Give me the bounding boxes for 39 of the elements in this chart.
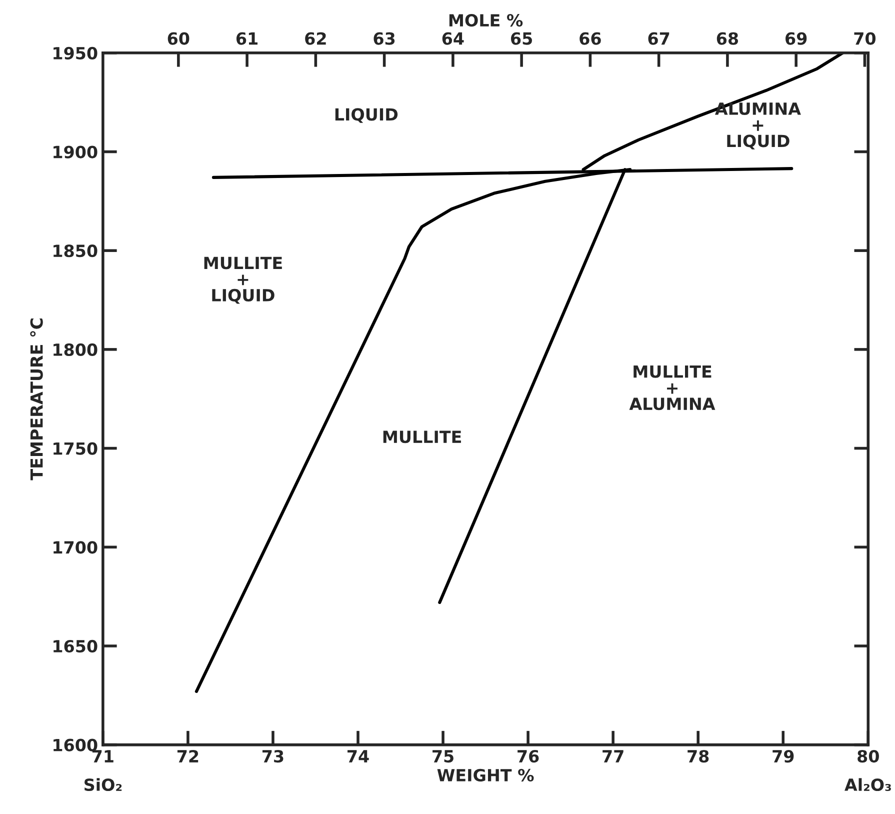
- x-tick-label: 75: [432, 750, 454, 763]
- x2-tick-label: 66: [580, 32, 601, 45]
- x-tick-label: 79: [772, 750, 794, 763]
- x-tick-label: 76: [518, 750, 539, 763]
- text: SiO₂: [84, 778, 122, 792]
- annotation: MULLITE: [383, 430, 461, 444]
- y-tick-label: 1950: [54, 46, 98, 60]
- x2-tick-label: 65: [511, 32, 532, 45]
- x2-tick-label: 70: [854, 32, 876, 45]
- annotation: MULLITE + ALUMINA: [629, 365, 716, 410]
- x-tick-label: 80: [858, 750, 879, 763]
- y-axis-title: TEMPERATURE °C: [30, 318, 43, 480]
- y-tick-label: 1650: [54, 640, 98, 653]
- x2-tick-label: 63: [374, 32, 395, 45]
- y-tick-label: 1600: [54, 738, 98, 752]
- y-tick-label: 1800: [54, 343, 98, 356]
- x2-axis-title: MOLE %: [449, 14, 523, 27]
- x2-tick-label: 68: [716, 32, 738, 45]
- x-tick-label: 77: [602, 750, 624, 762]
- annotation: ALUMINA + LIQUID: [715, 102, 801, 150]
- x-axis-title: WEIGHT %: [437, 768, 534, 782]
- x-tick-label: 78: [688, 750, 709, 763]
- x2-tick-label: 62: [305, 32, 326, 45]
- x-tick-label: 74: [348, 750, 369, 762]
- y-tick-label: 1750: [54, 442, 98, 455]
- y-tick-label: 1850: [54, 244, 98, 258]
- x2-tick-label: 60: [168, 32, 190, 45]
- x-tick-label: 73: [262, 750, 284, 763]
- y-tick-label: 1900: [54, 146, 98, 158]
- x-tick-label: 72: [177, 750, 198, 762]
- annotation: LIQUID: [335, 108, 398, 123]
- y-tick-label: 1700: [54, 541, 98, 554]
- x2-tick-label: 64: [442, 32, 464, 45]
- x-tick-label: 71: [92, 750, 114, 762]
- x2-tick-label: 61: [236, 32, 258, 45]
- x2-tick-label: 67: [648, 32, 670, 45]
- text: Al₂O₃: [844, 778, 891, 792]
- annotation: MULLITE + LIQUID: [204, 256, 282, 304]
- x2-tick-label: 69: [786, 32, 807, 45]
